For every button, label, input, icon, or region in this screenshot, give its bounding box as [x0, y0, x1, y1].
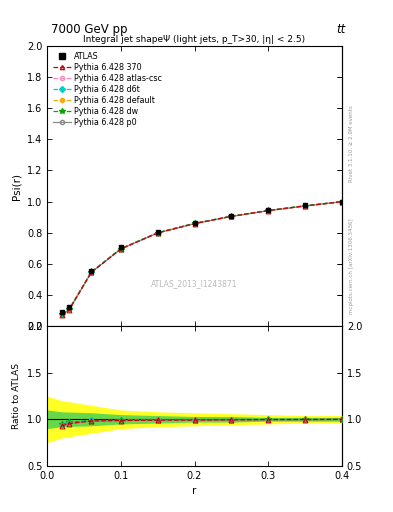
Title: Integral jet shapeΨ (light jets, p_T>30, |η| < 2.5): Integral jet shapeΨ (light jets, p_T>30,… — [83, 35, 306, 44]
Text: Rivet 3.1.10, ≥ 2.9M events: Rivet 3.1.10, ≥ 2.9M events — [349, 105, 354, 182]
Text: tt: tt — [336, 23, 345, 36]
Y-axis label: Psi(r): Psi(r) — [11, 173, 21, 200]
Y-axis label: Ratio to ATLAS: Ratio to ATLAS — [12, 363, 21, 429]
Text: mcplots.cern.ch [arXiv:1306.3436]: mcplots.cern.ch [arXiv:1306.3436] — [349, 219, 354, 314]
Legend: ATLAS, Pythia 6.428 370, Pythia 6.428 atlas-csc, Pythia 6.428 d6t, Pythia 6.428 : ATLAS, Pythia 6.428 370, Pythia 6.428 at… — [51, 50, 163, 129]
Text: ATLAS_2013_I1243871: ATLAS_2013_I1243871 — [151, 280, 238, 288]
X-axis label: r: r — [192, 486, 197, 496]
Text: 7000 GeV pp: 7000 GeV pp — [51, 23, 128, 36]
